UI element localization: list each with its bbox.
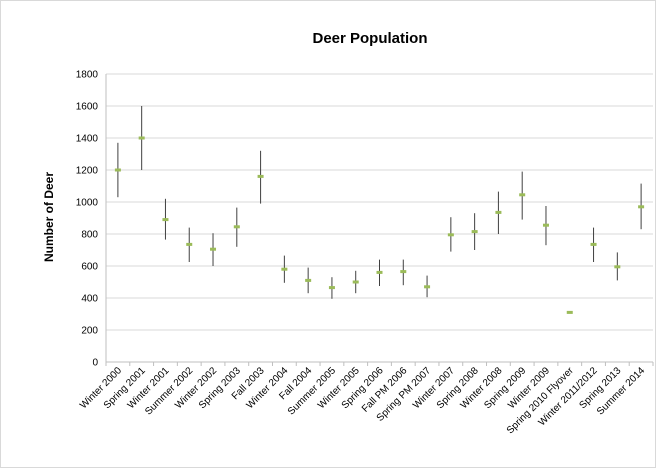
y-tick-label: 200 [81,326,98,337]
data-point [114,168,121,172]
data-point [376,270,383,274]
y-tick-label: 800 [81,230,98,241]
y-tick-label: 1000 [76,198,99,209]
data-point [495,210,502,214]
y-axis-label: Number of Deer [42,172,56,262]
data-point [305,278,312,282]
data-point [638,205,645,209]
data-point [138,136,145,140]
data-points [114,136,645,314]
data-point [614,265,621,269]
chart-title: Deer Population [312,30,427,47]
data-point [424,285,431,289]
data-point [542,223,549,227]
data-point [210,247,217,251]
data-point [257,174,264,178]
data-point [186,242,193,246]
y-tick-label: 400 [81,294,98,305]
data-point [233,225,240,229]
y-tick-labels: 0 200 400 600 800 1000 1200 1400 1600 1800 [76,70,99,369]
data-point [566,310,573,314]
gridlines [106,73,653,331]
y-tick-label: 0 [92,358,98,369]
axes [105,74,654,366]
data-point [162,218,169,222]
y-tick-label: 600 [81,262,98,273]
data-point [281,267,288,271]
data-point [471,230,478,234]
data-point [328,286,335,290]
data-point [352,280,359,284]
y-tick-label: 1600 [76,102,99,113]
data-point [447,233,454,237]
y-tick-label: 1200 [76,166,99,177]
data-point [590,242,597,246]
y-tick-label: 1800 [76,70,99,81]
y-tick-label: 1400 [76,134,99,145]
data-point [400,270,407,274]
data-point [519,193,526,197]
